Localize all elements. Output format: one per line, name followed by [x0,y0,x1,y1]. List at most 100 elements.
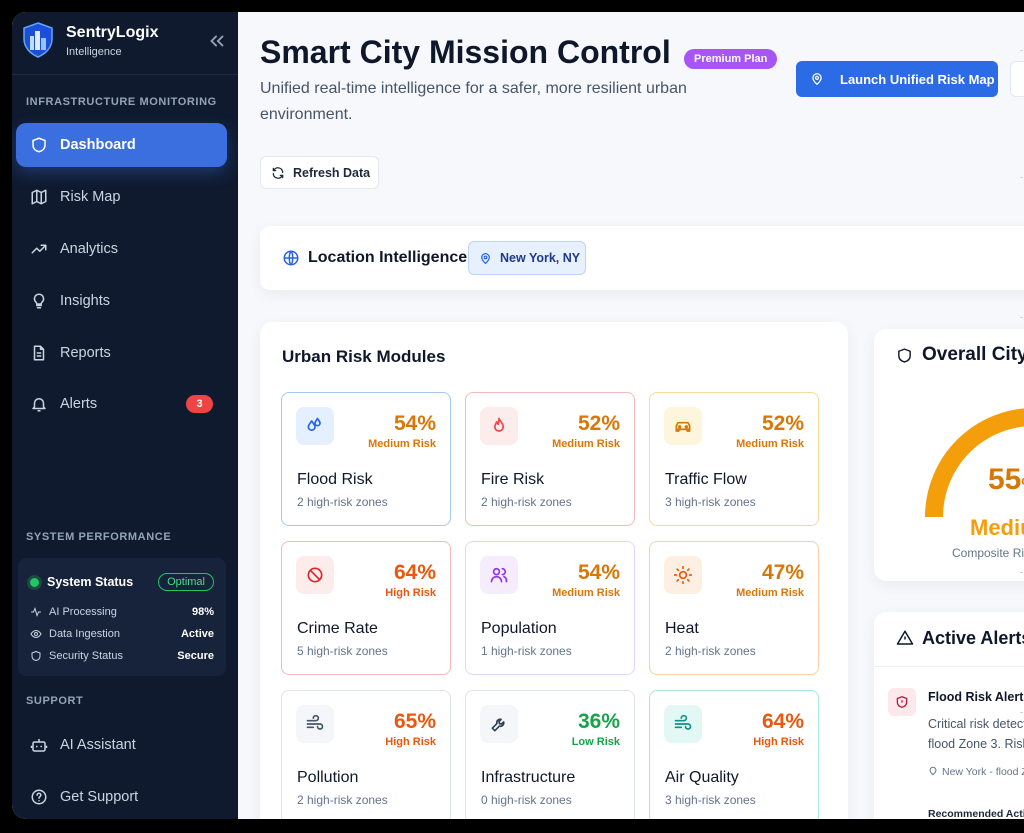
sidebar-item-reports[interactable]: Reports [16,331,227,375]
overall-risk-level: Medium [970,515,1024,540]
system-status-label: System Status [47,575,134,589]
sidebar-item-insights[interactable]: Insights [16,279,227,323]
divider [12,74,238,75]
perf-label: Security Status [49,650,123,662]
sidebar-item-label: Risk Map [60,189,121,205]
wind-icon [664,705,702,743]
risk-level: Medium Risk [736,587,804,599]
shield-icon [31,651,41,661]
risk-name: Pollution [297,769,359,786]
risk-name: Infrastructure [481,769,576,786]
risk-name: Flood Risk [297,471,373,488]
wrench-icon [480,705,518,743]
risk-level: High Risk [385,587,436,599]
perf-row-ai-processing: AI Processing 98% [30,603,214,621]
risk-zones: 0 high-risk zones [481,793,572,807]
car-icon [664,407,702,445]
sidebar-item-get-support[interactable]: Get Support [16,775,227,819]
risk-tile-traffic-flow[interactable]: 52% Medium Risk Traffic Flow 3 high-risk zo… [649,392,819,526]
risk-percent: 36% [577,710,620,733]
launch-risk-map-button[interactable]: Launch Unified Risk Map [796,61,998,97]
users-icon [480,556,518,594]
city-shield-logo-icon [23,22,53,58]
wind-icon [296,705,334,743]
document-icon [33,345,45,361]
plan-badge: Premium Plan [684,49,778,69]
risk-zones: 2 high-risk zones [481,495,572,509]
risk-zones: 2 high-risk zones [297,495,388,509]
perf-row-data-ingestion: Data Ingestion Active [30,625,214,643]
section-label-support: SUPPORT [26,695,84,707]
system-status-row: System Status Optimal [30,573,214,591]
alert-location: New York - flood Zone 3 [928,765,1024,779]
risk-percent: 65% [393,710,436,733]
risk-tile-air-quality[interactable]: 64% High Risk Air Quality 3 high-risk zones [649,690,819,819]
help-circle-icon [31,789,47,805]
sidebar-item-label: Alerts [60,396,98,412]
sidebar-item-label: Insights [60,293,110,309]
sidebar-item-label: Reports [60,345,111,361]
warning-triangle-icon [896,630,914,645]
shield-icon [898,348,911,363]
section-label-infrastructure: INFRASTRUCTURE MONITORING [26,96,217,108]
refresh-icon [272,166,284,179]
sidebar-item-risk-map[interactable]: Risk Map [16,175,227,219]
map-icon [31,189,47,205]
risk-tile-infrastructure[interactable]: 36% Low Risk Infrastructure 0 high-risk zon… [465,690,635,819]
risk-level: Medium Risk [552,587,620,599]
risk-percent: 52% [761,412,804,435]
urban-risk-modules-card: Urban Risk Modules 54% Medium Risk Flood R… [260,322,848,819]
alert-description: Critical risk detected in flood Zone 3. … [928,717,1024,751]
gauge-value-arc [925,408,1024,518]
eye-icon [30,629,42,639]
section-label-performance: SYSTEM PERFORMANCE [26,531,172,543]
risk-percent: 54% [393,412,436,435]
risk-level: High Risk [753,736,804,748]
alert-location-text: New York - flood Zone 3 [942,766,1024,778]
risk-tile-flood-risk[interactable]: 54% Medium Risk Flood Risk 2 high-risk zone… [281,392,451,526]
risk-zones: 2 high-risk zones [665,644,756,658]
ban-icon [296,556,334,594]
main-content: Smart City Mission Control Premium Plan … [238,12,1024,819]
scroll-tick [1020,572,1023,573]
perf-label: Data Ingestion [49,628,120,640]
risk-tile-crime-rate[interactable]: 64% High Risk Crime Rate 5 high-risk zones [281,541,451,675]
perf-value: Secure [177,650,214,662]
launch-button-label: Launch Unified Risk Map [840,71,995,87]
risk-percent: 47% [761,561,804,584]
risk-level: Medium Risk [552,438,620,450]
lightbulb-icon [33,293,45,309]
risk-name: Population [481,620,557,637]
sidebar-item-ai-assistant[interactable]: AI Assistant [16,723,227,767]
brand[interactable]: SentryLogix Intelligence [22,22,228,72]
refresh-data-button[interactable]: Refresh Data [260,156,379,189]
risk-tile-heat[interactable]: 47% Medium Risk Heat 2 high-risk zones [649,541,819,675]
overall-city-risk-card: Overall City Risk 55% Medium Composite R… [874,329,1024,581]
sidebar-item-dashboard[interactable]: Dashboard [16,123,227,167]
scroll-tick [1020,712,1023,713]
perf-value: Active [180,628,214,640]
location-intelligence-card: Location Intelligence New York, NY [260,226,1024,290]
sidebar-item-label: Analytics [60,241,119,257]
risk-name: Fire Risk [481,471,545,488]
refresh-button-label: Refresh Data [293,165,371,180]
secondary-action-button[interactable] [1010,61,1024,97]
sidebar-item-analytics[interactable]: Analytics [16,227,227,271]
risk-level: Medium Risk [736,438,804,450]
location-selector[interactable]: New York, NY [468,241,586,275]
sidebar-item-label: Get Support [60,789,139,805]
risk-tile-pollution[interactable]: 65% High Risk Pollution 2 high-risk zones [281,690,451,819]
overall-risk-unit: % [1021,476,1024,493]
collapse-sidebar-icon[interactable] [206,30,228,52]
location-title: Location Intelligence [308,249,468,266]
risk-tile-population[interactable]: 54% Medium Risk Population 1 high-risk zone… [465,541,635,675]
risk-tile-fire-risk[interactable]: 52% Medium Risk Fire Risk 2 high-risk zones [465,392,635,526]
sidebar-item-label: Dashboard [60,137,136,153]
alert-shield-icon [888,688,916,716]
activity-icon [31,607,41,617]
sidebar-item-alerts[interactable]: Alerts 3 [16,382,227,426]
perf-row-security-status: Security Status Secure [30,647,214,665]
active-alerts-card: Active Alerts Flood Risk Alert Critical … [874,612,1024,819]
bell-icon [32,398,46,412]
risk-zones: 2 high-risk zones [297,793,388,807]
